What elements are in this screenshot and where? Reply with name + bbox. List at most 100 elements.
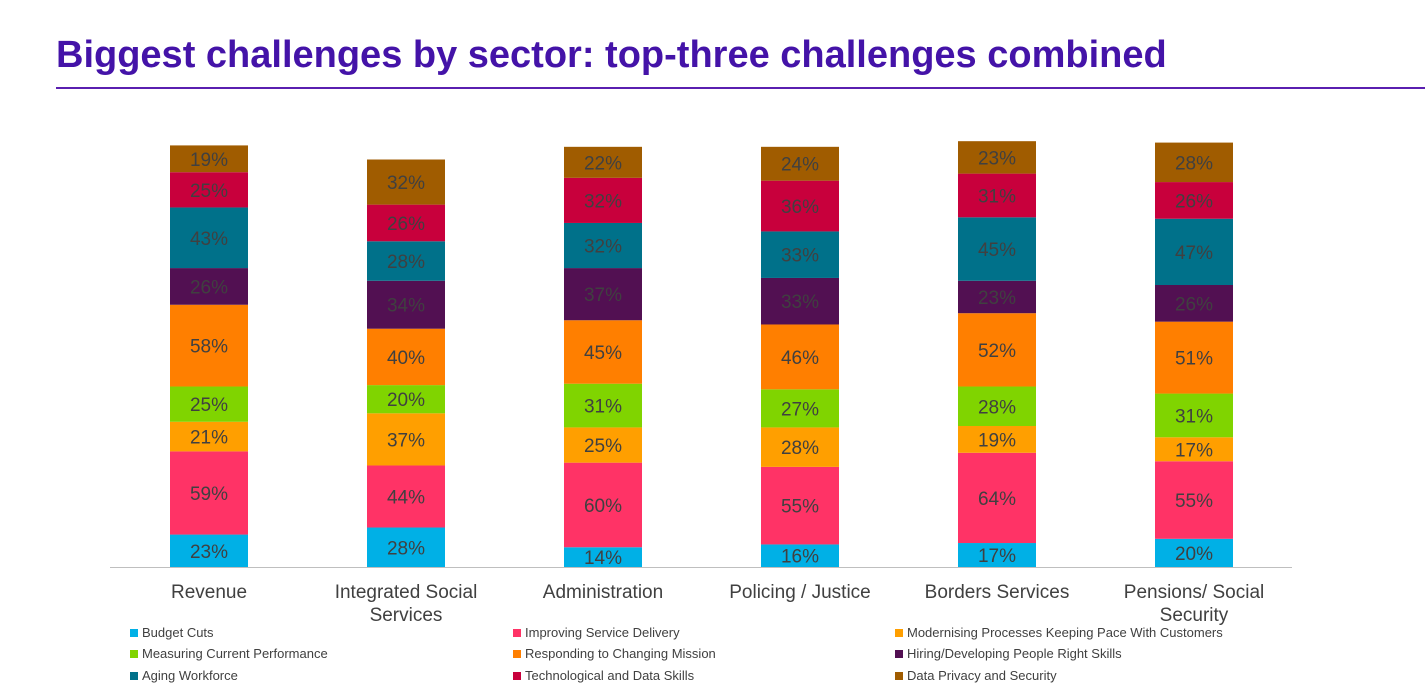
bar-segment-measuring-current-performance: [958, 386, 1036, 426]
bar-segment-budget-cuts: [367, 527, 445, 567]
data-label: 26%: [387, 214, 425, 235]
bar-segment-measuring-current-performance: [1155, 393, 1233, 438]
bar-segment-data-privacy-and-security: [761, 146, 839, 181]
data-label: 20%: [387, 390, 425, 411]
bar-segment-aging-workforce: [367, 241, 445, 281]
data-label: 19%: [190, 150, 228, 171]
data-label: 60%: [584, 496, 622, 517]
data-label: 14%: [584, 548, 622, 569]
bar-segment-improving-service-delivery: [761, 466, 839, 545]
title-divider: [56, 87, 1425, 89]
bar-segment-responding-to-changing-mission: [367, 328, 445, 386]
bar-segment-aging-workforce: [564, 222, 642, 269]
data-label: 45%: [584, 343, 622, 364]
bar-segment-technological-and-data-skills: [761, 180, 839, 232]
bar-segment-aging-workforce: [761, 231, 839, 278]
bar-segment-modernising-processes-keeping-pace-with-customers: [170, 421, 248, 452]
data-label: 28%: [387, 252, 425, 273]
bar-segment-budget-cuts: [761, 544, 839, 567]
bar-segment-measuring-current-performance: [564, 383, 642, 428]
bar-segment-responding-to-changing-mission: [1155, 321, 1233, 394]
bar-segment-technological-and-data-skills: [958, 173, 1036, 218]
bar-segment-hiring-developing-people-right-skills: [564, 268, 642, 321]
data-label: 27%: [781, 399, 819, 420]
bar-segment-modernising-processes-keeping-pace-with-customers: [564, 427, 642, 463]
page-title: Biggest challenges by sector: top-three …: [56, 34, 1167, 76]
data-label: 23%: [978, 288, 1016, 309]
data-label: 19%: [978, 430, 1016, 451]
bar-segment-improving-service-delivery: [564, 462, 642, 548]
data-label: 58%: [190, 337, 228, 358]
bar-segment-responding-to-changing-mission: [761, 324, 839, 390]
x-tick-label: Integrated Social Services: [335, 582, 478, 626]
bar-segment-modernising-processes-keeping-pace-with-customers: [367, 413, 445, 466]
data-label: 33%: [781, 246, 819, 267]
data-label: 52%: [978, 341, 1016, 362]
data-label: 40%: [387, 348, 425, 369]
x-tick-label: Revenue: [171, 582, 247, 603]
data-label: 21%: [190, 428, 228, 449]
bar-segment-modernising-processes-keeping-pace-with-customers: [1155, 437, 1233, 462]
data-label: 17%: [978, 546, 1016, 567]
data-label: 26%: [1175, 191, 1213, 212]
data-label: 46%: [781, 348, 819, 369]
bar-segment-modernising-processes-keeping-pace-with-customers: [761, 427, 839, 467]
x-tick-label: Pensions/ Social Security: [1124, 582, 1264, 626]
bar-segment-hiring-developing-people-right-skills: [170, 268, 248, 305]
bar-segment-improving-service-delivery: [1155, 461, 1233, 539]
data-label: 33%: [781, 292, 819, 313]
data-label: 28%: [781, 438, 819, 459]
bar-segment-budget-cuts: [564, 547, 642, 567]
data-label: 23%: [190, 542, 228, 563]
x-tick-label: Administration: [543, 582, 663, 603]
data-label: 32%: [387, 173, 425, 194]
bar-group-borders-services: 17% 64% 19% 28% 52% 23% 45% 31% 23%: [958, 141, 1036, 567]
data-label: 22%: [584, 153, 622, 174]
data-label: 25%: [190, 395, 228, 416]
bar-segment-data-privacy-and-security: [170, 145, 248, 173]
bar-segment-technological-and-data-skills: [367, 204, 445, 242]
bar-segment-measuring-current-performance: [170, 386, 248, 422]
data-label: 28%: [387, 538, 425, 559]
bar-segment-technological-and-data-skills: [170, 172, 248, 208]
bar-group-policing-justice: 16% 55% 28% 27% 46% 33% 33% 36% 24%: [761, 146, 839, 568]
data-label: 51%: [1175, 349, 1213, 370]
data-label: 16%: [781, 547, 819, 568]
bar-segment-hiring-developing-people-right-skills: [1155, 285, 1233, 322]
data-label: 28%: [978, 397, 1016, 418]
bar-segment-budget-cuts: [958, 543, 1036, 567]
data-label: 44%: [387, 488, 425, 509]
data-label: 55%: [781, 497, 819, 518]
data-label: 31%: [1175, 406, 1213, 427]
data-label: 32%: [584, 191, 622, 212]
bar-segment-responding-to-changing-mission: [170, 304, 248, 387]
bar-group-administration: 14% 60% 25% 31% 45% 37% 32% 32% 22%: [564, 146, 642, 569]
data-label: 31%: [584, 397, 622, 418]
bar-segment-measuring-current-performance: [367, 385, 445, 414]
bar-segment-data-privacy-and-security: [1155, 142, 1233, 183]
bar-segment-hiring-developing-people-right-skills: [367, 280, 445, 329]
data-label: 25%: [584, 436, 622, 457]
data-label: 26%: [190, 277, 228, 298]
bar-group-integrated-social-services: 28% 44% 37% 20% 40% 34% 28% 26% 32%: [367, 159, 445, 567]
data-label: 23%: [978, 148, 1016, 169]
bar-segment-technological-and-data-skills: [564, 177, 642, 223]
data-label: 36%: [781, 197, 819, 218]
data-label: 20%: [1175, 544, 1213, 565]
bar-segment-budget-cuts: [1155, 538, 1233, 567]
bar-segment-improving-service-delivery: [367, 465, 445, 528]
bar-segment-data-privacy-and-security: [367, 159, 445, 205]
data-label: 64%: [978, 489, 1016, 510]
bar-segment-hiring-developing-people-right-skills: [761, 277, 839, 325]
data-label: 47%: [1175, 243, 1213, 264]
data-label: 28%: [1175, 153, 1213, 174]
data-label: 45%: [978, 240, 1016, 261]
data-label: 26%: [1175, 294, 1213, 315]
bar-segment-modernising-processes-keeping-pace-with-customers: [958, 426, 1036, 453]
x-tick-label: Policing / Justice: [729, 582, 871, 603]
data-label: 37%: [584, 285, 622, 306]
bar-segment-aging-workforce: [170, 207, 248, 269]
bar-segment-hiring-developing-people-right-skills: [958, 280, 1036, 314]
bar-segment-responding-to-changing-mission: [958, 313, 1036, 387]
